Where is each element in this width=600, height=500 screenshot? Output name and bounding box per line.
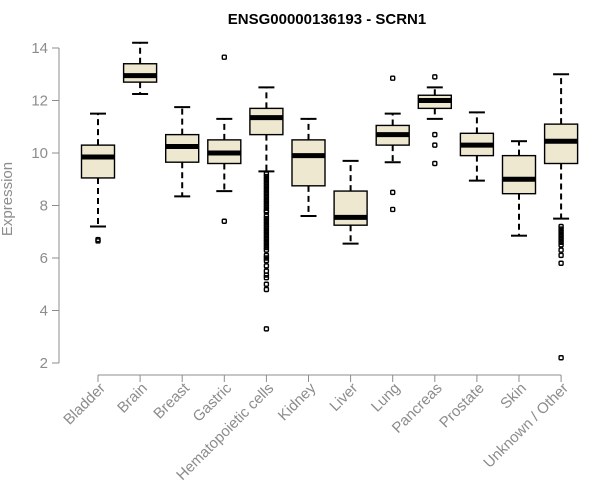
- y-tick-label: 8: [40, 198, 48, 215]
- outlier-point: [263, 234, 270, 240]
- outlier-point: [558, 229, 564, 235]
- box-bladder: [80, 112, 116, 244]
- outlier-point: [263, 231, 270, 238]
- outlier-point: [263, 171, 270, 177]
- outlier-point: [263, 226, 270, 232]
- outlier-point: [558, 226, 564, 232]
- outlier-point: [263, 274, 270, 281]
- y-tick-label: 6: [40, 250, 48, 267]
- outlier-point: [263, 252, 270, 259]
- box-iqr: [122, 63, 158, 83]
- outlier-point: [263, 213, 270, 219]
- x-tick-label: Skin: [497, 380, 530, 413]
- x-tick-label: Brain: [114, 380, 151, 417]
- outlier-point: [263, 194, 270, 201]
- outlier-point: [263, 215, 270, 222]
- outlier-point: [263, 189, 270, 196]
- outlier-point: [263, 218, 270, 224]
- outlier-point: [558, 239, 564, 245]
- outlier-point: [432, 142, 438, 148]
- box-iqr: [291, 139, 326, 187]
- outlier-point: [558, 247, 564, 253]
- outlier-point: [432, 131, 438, 138]
- outlier-point: [263, 200, 270, 206]
- box-liver: [333, 159, 368, 245]
- outlier-point: [263, 176, 270, 182]
- x-tick-label: Prostate: [436, 380, 488, 432]
- outlier-point: [263, 255, 270, 261]
- outlier-point: [263, 272, 270, 278]
- outlier-point: [390, 206, 396, 213]
- outlier-point: [432, 160, 438, 167]
- box-iqr: [333, 190, 368, 226]
- box-gastric: [207, 54, 242, 224]
- outlier-point: [263, 326, 270, 332]
- outlier-point: [558, 234, 564, 240]
- outlier-point: [263, 179, 270, 185]
- outlier-point: [558, 236, 564, 243]
- box-unknown-other: [543, 73, 579, 361]
- box-lung: [375, 75, 410, 213]
- x-tick-label: Breast: [150, 379, 193, 422]
- box-prostate: [459, 111, 495, 182]
- outlier-point: [558, 223, 564, 230]
- x-tick-label: Bladder: [60, 380, 109, 429]
- chart-title: ENSG00000136193 - SCRN1: [228, 11, 426, 28]
- outlier-point: [263, 181, 270, 188]
- x-tick-label: Kidney: [275, 379, 320, 424]
- box-breast: [164, 106, 200, 198]
- outlier-point: [263, 192, 270, 198]
- outlier-point: [263, 239, 270, 245]
- outlier-point: [558, 242, 564, 248]
- outlier-point: [263, 197, 270, 203]
- outlier-point: [263, 242, 270, 248]
- outlier-point: [432, 74, 438, 80]
- y-tick-label: 10: [31, 145, 48, 162]
- box-skin: [501, 140, 537, 237]
- outlier-point: [263, 173, 270, 180]
- outlier-point: [263, 244, 270, 251]
- outlier-point: [263, 229, 270, 235]
- outlier-point: [263, 221, 270, 227]
- outlier-point: [558, 252, 564, 259]
- outlier-point: [263, 202, 270, 209]
- outlier-point: [263, 286, 270, 293]
- box-iqr: [249, 107, 284, 136]
- outlier-point: [221, 54, 228, 60]
- outlier-point: [263, 184, 270, 190]
- box-iqr: [501, 154, 537, 195]
- outlier-point: [263, 236, 270, 243]
- outlier-point: [558, 260, 564, 266]
- outlier-point: [263, 257, 270, 264]
- box-pancreas: [417, 74, 452, 167]
- y-axis-label: Expression: [0, 162, 16, 236]
- outlier-point: [263, 187, 270, 193]
- outlier-point: [558, 231, 564, 238]
- y-tick-label: 14: [31, 40, 48, 57]
- box-group: [80, 41, 579, 361]
- y-tick-label: 2: [40, 355, 48, 372]
- outlier-point: [221, 218, 228, 224]
- box-iqr: [80, 144, 116, 179]
- outlier-point: [558, 355, 564, 361]
- outlier-point: [263, 223, 270, 230]
- outlier-point: [390, 189, 396, 196]
- box-hematopoietic-cells: [249, 86, 284, 332]
- y-tick-label: 4: [40, 303, 48, 320]
- outlier-point: [390, 75, 396, 81]
- outlier-point: [263, 247, 270, 253]
- x-tick-label: Lung: [368, 380, 404, 416]
- outlier-point: [95, 238, 101, 244]
- box-brain: [122, 41, 158, 95]
- x-tick-label: Liver: [326, 380, 361, 415]
- box-iqr: [543, 123, 579, 165]
- outlier-point: [263, 263, 270, 269]
- box-kidney: [291, 117, 326, 217]
- outlier-point: [263, 281, 270, 287]
- y-tick-label: 12: [31, 93, 48, 110]
